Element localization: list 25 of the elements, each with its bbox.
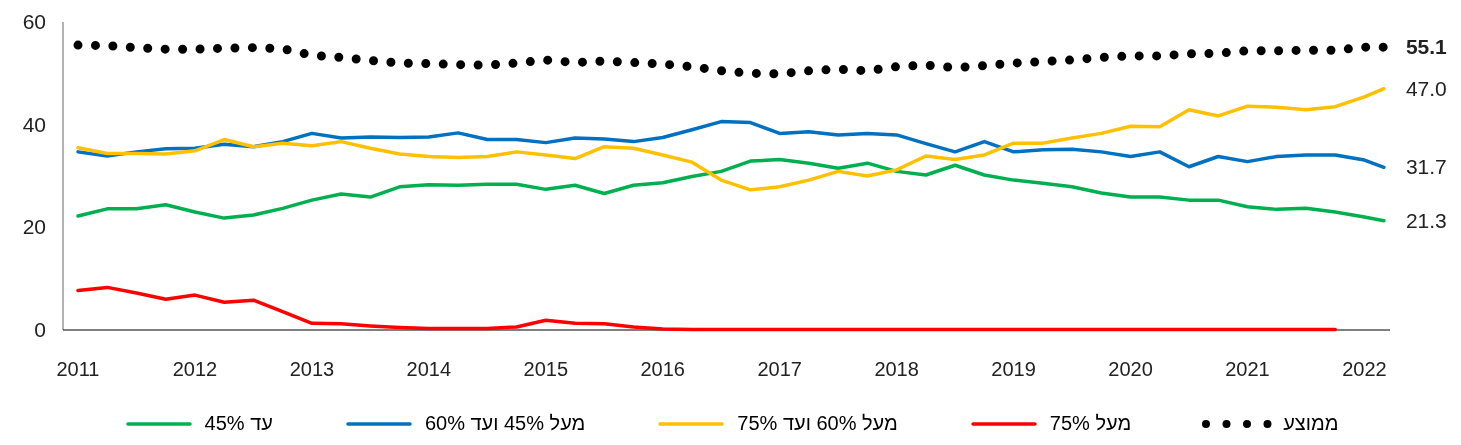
y-tick-label: 0	[34, 318, 46, 341]
x-tick-label: 2017	[757, 358, 802, 380]
x-tick-label: 2016	[640, 358, 685, 380]
x-tick-label: 2018	[874, 358, 919, 380]
x-tick-label: 2020	[1108, 358, 1153, 380]
data-label: 31.7	[1405, 155, 1447, 179]
data-label: 47.0	[1405, 76, 1447, 100]
x-tick-label: 2021	[1225, 358, 1270, 380]
data-label: 55.1	[1405, 35, 1448, 59]
x-tick-label: 2019	[991, 358, 1036, 380]
x-tick-label: 2011	[56, 358, 100, 380]
x-tick-label: 2022	[1342, 358, 1387, 380]
legend-label: עד 45%	[204, 412, 273, 435]
legend-label: ממוצע	[1283, 412, 1339, 435]
legend-label: מעל 60% ועד 75%	[737, 412, 898, 435]
y-tick-label: 20	[22, 215, 46, 239]
x-tick-label: 2015	[523, 358, 569, 380]
x-tick-label: 2014	[406, 358, 452, 380]
data-label: 21.3	[1405, 208, 1447, 232]
y-tick-label: 60	[22, 10, 46, 33]
legend-label: מעל 45% ועד 60%	[424, 412, 586, 435]
legend-label: מעל 75%	[1049, 412, 1132, 435]
x-tick-label: 2013	[289, 358, 335, 380]
y-tick-label: 40	[22, 112, 46, 136]
x-tick-label: 2012	[172, 358, 218, 380]
